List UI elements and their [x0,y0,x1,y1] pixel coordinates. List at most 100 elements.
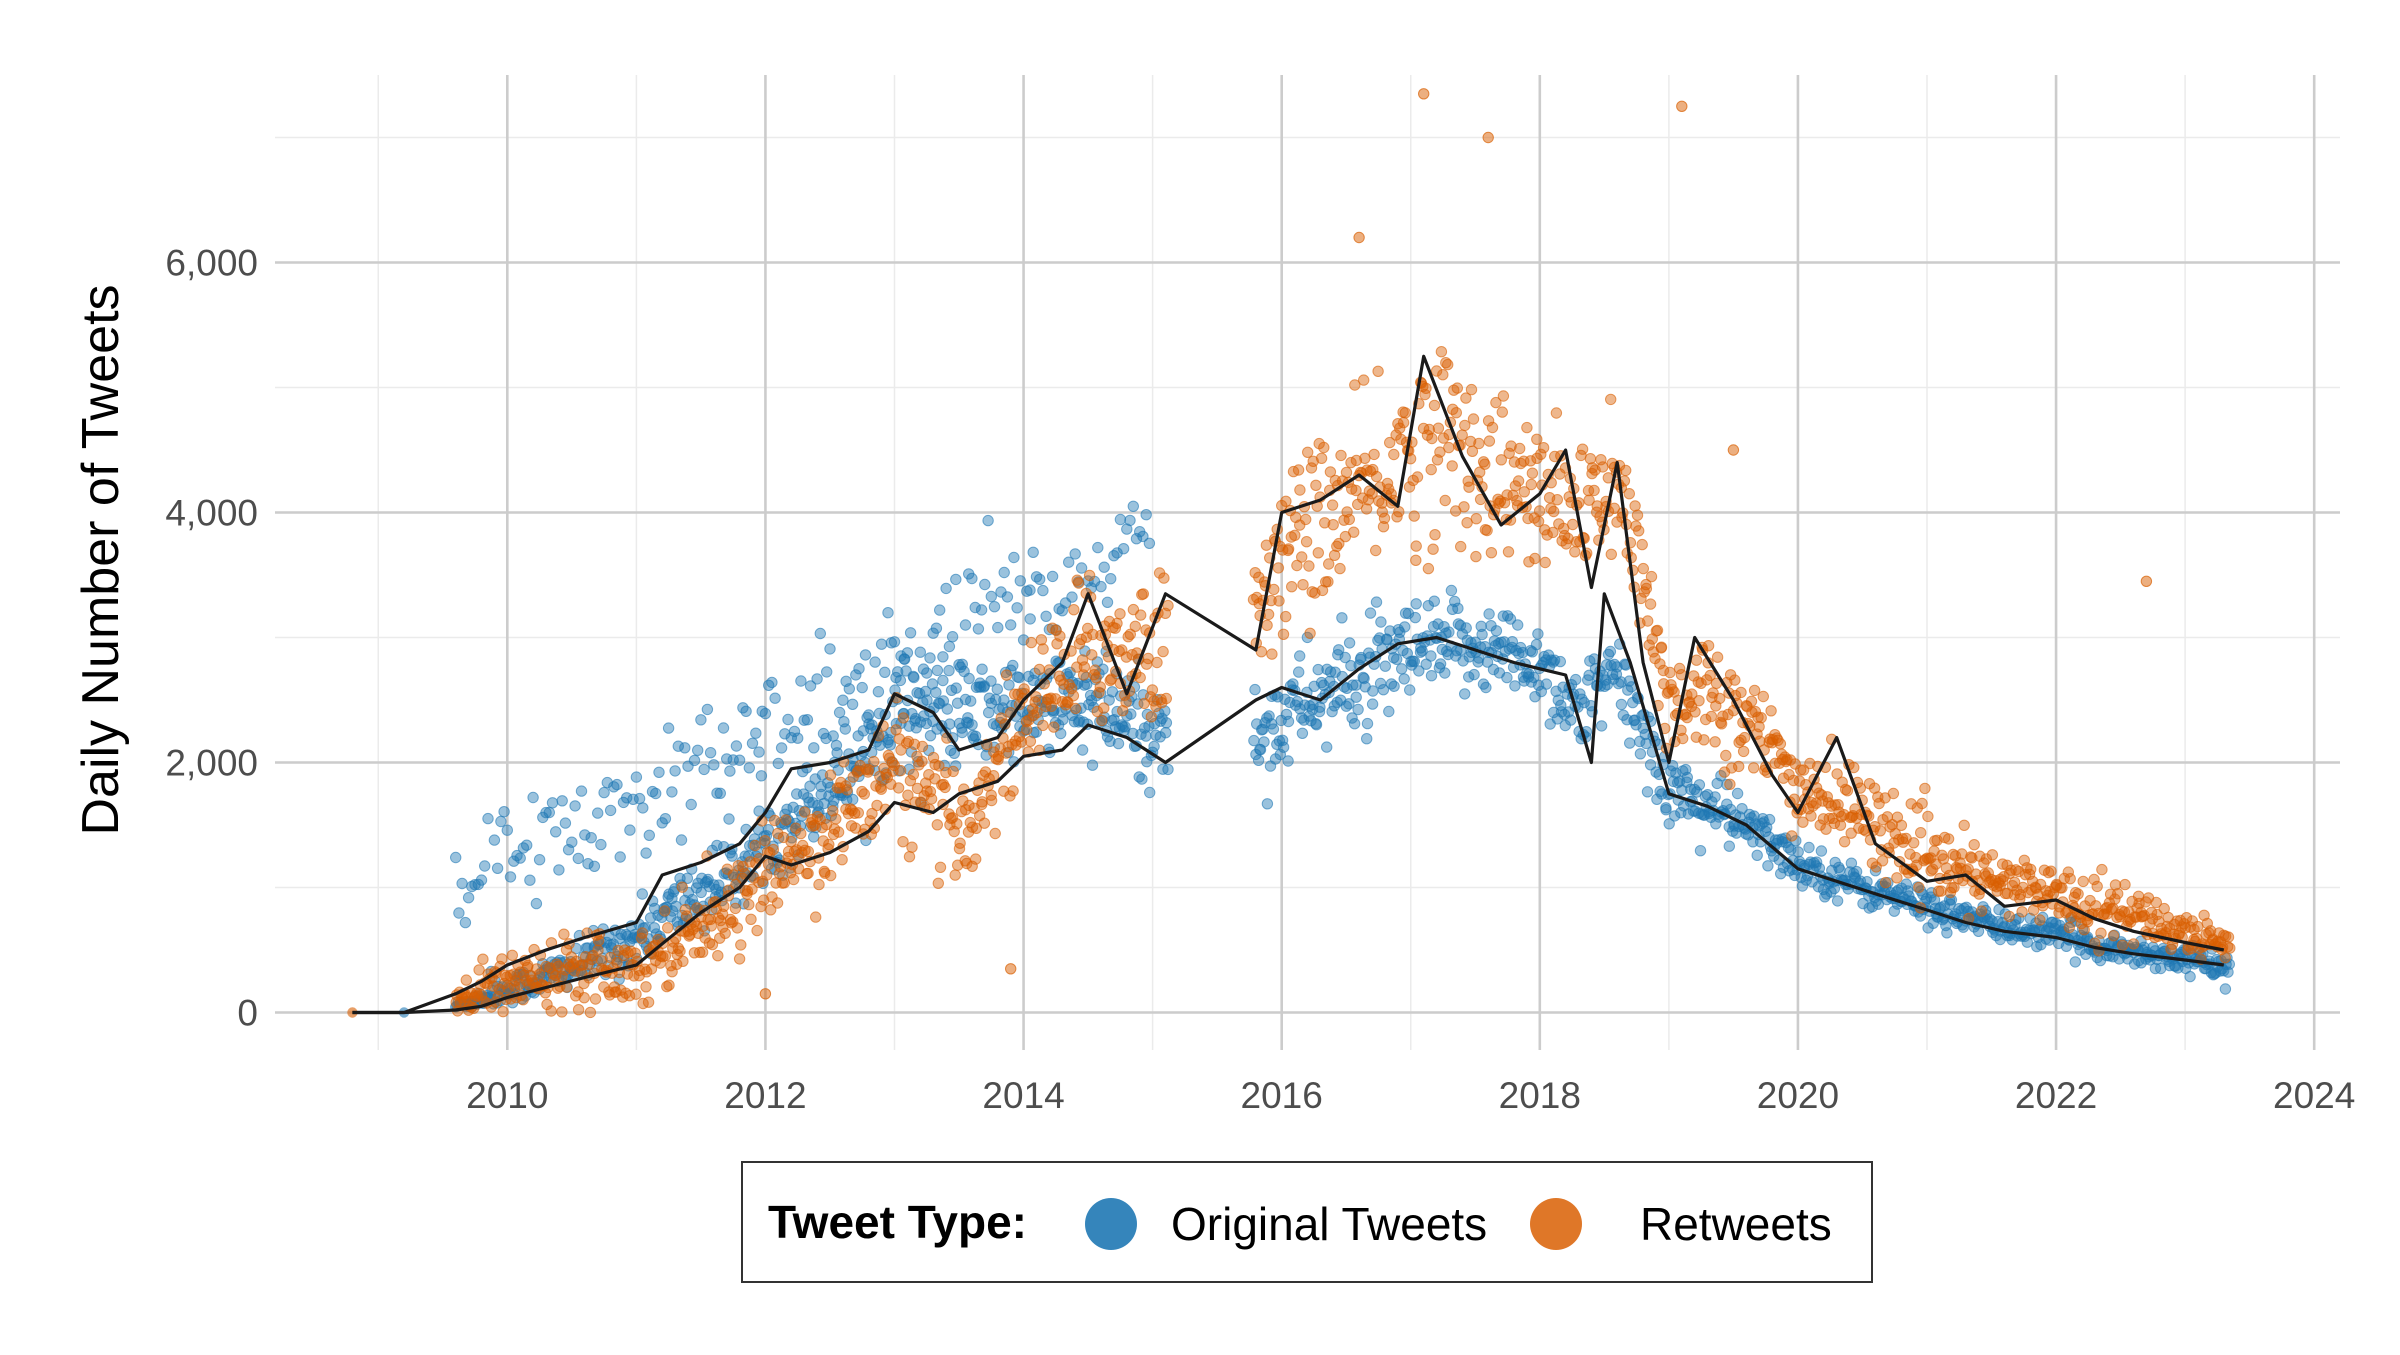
original-tweet-point [795,675,807,687]
retweet-point [640,981,652,993]
original-tweet-point [1114,513,1127,526]
retweet-point [496,953,508,965]
original-tweet-point [585,832,597,844]
original-tweet-point [1408,655,1421,668]
original-tweet-point [1434,658,1447,670]
original-tweet-point [479,860,491,872]
retweet-point [1633,525,1645,537]
original-tweet-point [943,640,956,653]
original-tweet-point [592,807,604,819]
retweet-point [1745,695,1758,707]
retweet-point [932,877,944,889]
original-tweet-point [1346,712,1358,724]
retweet-point [1098,702,1110,714]
original-tweet-point [1162,763,1174,776]
retweet-point [823,838,835,851]
original-tweet-point [882,607,894,619]
retweet-point [749,839,761,852]
retweet-point [477,953,489,965]
retweet-point [2045,865,2057,877]
original-tweet-point [675,834,688,846]
original-tweet-point [1105,573,1117,585]
retweet-point [1360,503,1373,515]
original-tweet-point [695,886,707,899]
y-tick-label: 6,000 [165,243,258,284]
retweet-point [1841,785,1854,797]
original-tweet-point [2069,956,2082,968]
original-tweet-point [521,839,533,851]
original-tweet-point [930,686,942,699]
x-tick-label: 2022 [2015,1075,2097,1116]
original-tweet-point [1307,698,1319,711]
retweet-point [931,819,943,831]
retweet-point [769,814,781,827]
retweet-point [2025,863,2037,876]
original-tweet-point [688,754,701,767]
retweet-point [497,1006,509,1018]
legend-label-original-tweets: Original Tweets [1171,1198,1487,1250]
original-tweet-point [879,666,891,678]
original-tweet-point [1550,685,1562,697]
original-tweet-point [921,667,933,679]
original-tweet-point [1069,548,1081,560]
original-tweet-point [1512,619,1524,631]
retweet-point [1086,649,1098,661]
retweet-point [1548,505,1560,518]
original-tweet-point [1497,610,1510,622]
retweet-point [745,913,757,925]
original-tweet-point [488,834,501,846]
retweet-point [1348,526,1360,538]
original-tweet-point [782,713,794,726]
original-tweet-point [1339,651,1351,664]
x-axis-ticks: 2010 2012 2014 2016 2018 2020 2022 2024 [466,1075,2355,1116]
retweet-point [1261,619,1273,631]
original-tweet-point [650,787,662,800]
original-tweet-point [1425,650,1437,662]
retweet-point [1720,749,1732,762]
retweet-point [1037,719,1049,732]
original-tweet-point [1282,755,1294,767]
retweet-point [1968,839,1980,851]
original-tweet-point [723,813,735,825]
retweet-point [1891,872,1903,884]
original-tweet-point [695,714,707,726]
retweet-point [1450,407,1463,419]
retweet-point [1378,512,1391,524]
original-tweet-point [985,590,997,603]
retweet-point [1496,406,1509,418]
retweet-point [1512,475,1525,487]
retweet-point [1443,441,1455,454]
retweet-point [517,994,529,1006]
original-tweet-point [1117,543,1130,555]
original-tweet-point [1777,861,1790,874]
retweet-point [1146,684,1159,696]
original-tweet-point [1404,684,1416,696]
retweet-point [841,784,853,796]
original-tweet-point [1763,813,1776,826]
original-tweet-point [910,722,922,734]
original-tweet-point [846,698,859,710]
original-tweet-point [636,888,648,900]
original-tweet-point [1545,654,1558,666]
original-tweet-point [1810,856,1823,868]
original-tweet-point [1402,607,1415,620]
original-tweet-point [821,666,833,678]
original-tweet-point [533,854,546,866]
retweet-point [934,861,947,873]
original-tweet-point [685,798,697,811]
retweet-point [802,845,814,858]
retweet-point [795,827,807,840]
retweet-point [1372,365,1384,377]
retweet-point [1698,734,1710,746]
original-tweet-point [833,706,846,719]
retweet-point [1935,885,1947,897]
original-tweet-point [1850,865,1863,878]
retweet-point [1738,731,1751,744]
retweet-point [1435,346,1448,358]
retweet-point [1399,407,1412,419]
original-tweet-point [1326,705,1338,718]
original-tweet-point [1468,668,1480,681]
retweet-point [1442,358,1454,371]
retweet-point [852,807,864,819]
original-tweet-point [726,850,738,862]
